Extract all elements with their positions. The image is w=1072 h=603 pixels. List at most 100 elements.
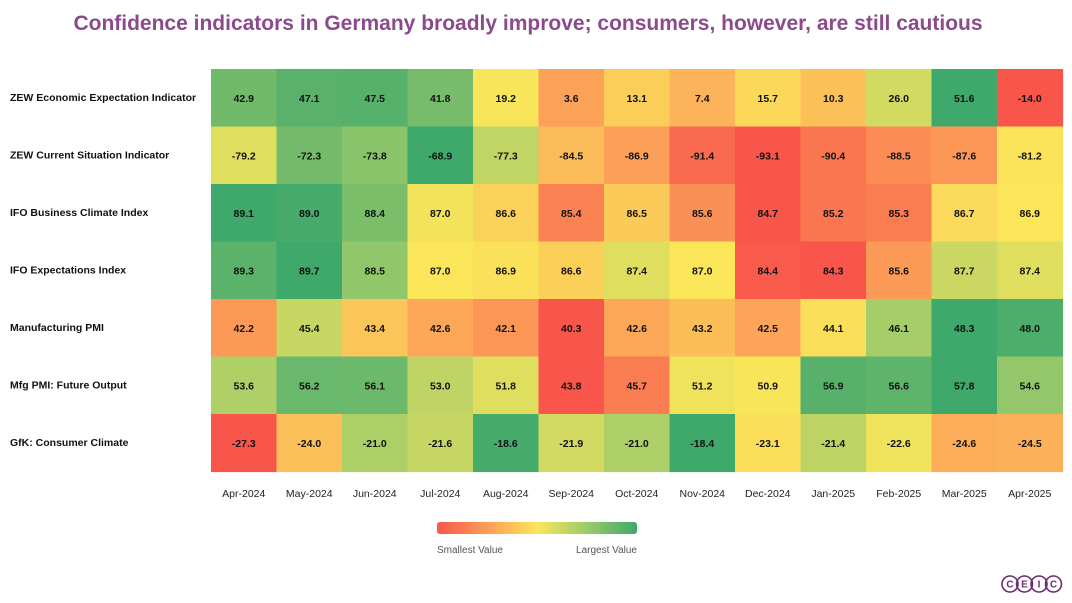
cell-value-label: -24.5: [1018, 438, 1042, 450]
row-label: Mfg PMI: Future Output: [10, 380, 127, 392]
cell-value-label: 89.1: [234, 208, 255, 220]
column-label: Sep-2024: [548, 488, 594, 500]
cell-value-label: 56.2: [299, 380, 320, 392]
heatmap-cell: [473, 126, 540, 185]
row-label: IFO Expectations Index: [10, 265, 126, 277]
column-label: Apr-2024: [222, 488, 265, 500]
cell-value-label: 87.0: [430, 208, 451, 220]
cell-value-label: 85.6: [889, 265, 910, 277]
heatmap-cell: [211, 184, 278, 243]
logo-ring: [1044, 575, 1063, 593]
cell-value-label: 51.6: [954, 93, 975, 105]
cell-value-label: 53.0: [430, 380, 451, 392]
cell-value-label: 87.0: [692, 265, 713, 277]
cell-value-label: 46.1: [889, 323, 910, 335]
cell-value-label: 42.6: [430, 323, 451, 335]
cell-value-label: 47.5: [365, 93, 386, 105]
cell-value-label: -79.2: [232, 150, 256, 162]
heatmap-cell: [800, 414, 867, 473]
cell-value-label: 48.3: [954, 323, 975, 335]
column-label: Aug-2024: [483, 488, 529, 500]
heatmap-cell: [735, 241, 802, 300]
heatmap-cell: [735, 69, 802, 128]
heatmap-cell: [407, 356, 474, 415]
heatmap-cell: [342, 356, 409, 415]
cell-value-label: 42.1: [496, 323, 517, 335]
cell-value-label: -24.0: [297, 438, 321, 450]
cell-value-label: 87.4: [1020, 265, 1041, 277]
cell-value-label: -21.9: [559, 438, 583, 450]
heatmap-cell: [211, 356, 278, 415]
heatmap-cell: [473, 299, 540, 358]
heatmap-cell: [407, 184, 474, 243]
logo-letter: I: [1038, 580, 1041, 591]
column-label: Feb-2025: [876, 488, 921, 500]
heatmap-cell: [211, 299, 278, 358]
heatmap-cell: [735, 299, 802, 358]
heatmap-cell: [342, 414, 409, 473]
heatmap-cell: [735, 126, 802, 185]
cell-value-label: 42.6: [627, 323, 648, 335]
cell-value-label: 85.3: [889, 208, 910, 220]
cell-value-label: 42.2: [234, 323, 255, 335]
heatmap-cell: [538, 69, 605, 128]
heatmap-cell: [538, 414, 605, 473]
heatmap-cell: [735, 414, 802, 473]
logo-letter: C: [1006, 580, 1013, 591]
cell-value-label: 3.6: [564, 93, 579, 105]
column-label: Jul-2024: [420, 488, 460, 500]
cell-value-label: 56.9: [823, 380, 844, 392]
cell-value-label: 7.4: [695, 93, 710, 105]
cell-value-label: -84.5: [559, 150, 583, 162]
heatmap-cell: [604, 299, 671, 358]
cell-value-label: -21.0: [625, 438, 649, 450]
row-labels: ZEW Economic Expectation Indicator ZEW Cu…: [10, 92, 196, 449]
heatmap-cell: [997, 184, 1064, 243]
cell-value-label: 40.3: [561, 323, 582, 335]
cell-value-label: -81.2: [1018, 150, 1042, 162]
cell-value-label: 84.4: [758, 265, 779, 277]
cell-value-label: 10.3: [823, 93, 844, 105]
heatmap-cell: [538, 356, 605, 415]
cell-value-label: 85.6: [692, 208, 713, 220]
column-label: Jan-2025: [811, 488, 855, 500]
cell-value-label: -93.1: [756, 150, 780, 162]
cell-value-label: -91.4: [690, 150, 714, 162]
column-label: Mar-2025: [942, 488, 987, 500]
cell-value-label: 42.9: [234, 93, 255, 105]
legend-gradient-bar: [437, 522, 637, 534]
column-label: Dec-2024: [745, 488, 791, 500]
cell-value-label: 85.2: [823, 208, 844, 220]
cell-value-label: 84.3: [823, 265, 844, 277]
cell-value-label: -21.0: [363, 438, 387, 450]
heatmap-cell: [735, 184, 802, 243]
heatmap-cell: [866, 126, 933, 185]
cell-value-label: 86.5: [627, 208, 648, 220]
heatmap-cell: [997, 126, 1064, 185]
heatmap-cell: [342, 184, 409, 243]
column-label: Oct-2024: [615, 488, 658, 500]
heatmap-cell: [866, 184, 933, 243]
heatmap-cell: [800, 69, 867, 128]
heatmap-cell: [800, 356, 867, 415]
cell-value-label: 43.8: [561, 380, 582, 392]
heatmap-cell: [931, 299, 998, 358]
cell-value-label: -18.4: [690, 438, 714, 450]
column-labels: Apr-2024 May-2024 Jun-2024 Jul-2024 Aug-2024…: [222, 488, 1051, 500]
heatmap-cell: [931, 241, 998, 300]
heatmap-cell: [538, 299, 605, 358]
heatmap-cell: [800, 184, 867, 243]
cell-value-label: 15.7: [758, 93, 779, 105]
legend-high-label: Largest Value: [576, 545, 637, 556]
heatmap-cell: [276, 356, 343, 415]
heatmap-cell: [997, 356, 1064, 415]
cell-value-label: -68.9: [428, 150, 452, 162]
heatmap-cell: [407, 69, 474, 128]
cell-value-label: 47.1: [299, 93, 320, 105]
heatmap-cell: [407, 414, 474, 473]
row-label: ZEW Economic Expectation Indicator: [10, 92, 196, 104]
cell-value-label: 43.4: [365, 323, 386, 335]
cell-value-label: 45.7: [627, 380, 648, 392]
cell-value-label: 89.3: [234, 265, 255, 277]
